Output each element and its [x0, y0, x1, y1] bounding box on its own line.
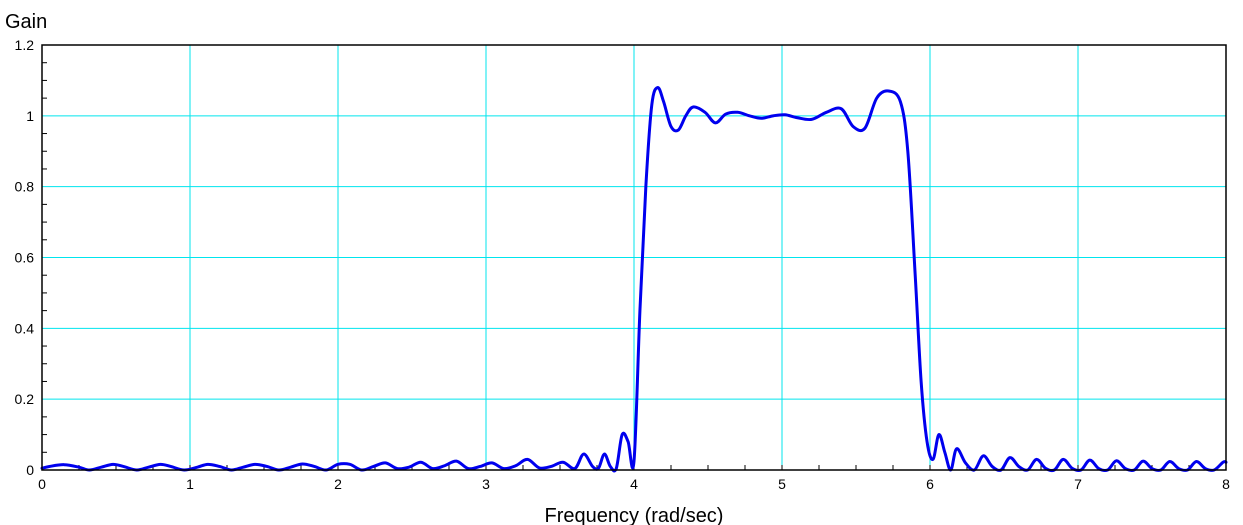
x-tick-label: 6 — [926, 476, 934, 492]
y-tick-label: 1 — [26, 108, 34, 124]
y-tick-label: 0.2 — [15, 391, 35, 407]
x-axis-label: Frequency (rad/sec) — [545, 505, 724, 525]
y-tick-label: 0.6 — [15, 250, 35, 266]
x-tick-label: 8 — [1222, 476, 1230, 492]
x-tick-label: 4 — [630, 476, 638, 492]
y-tick-label: 0 — [26, 462, 34, 478]
y-tick-label: 1.2 — [15, 37, 35, 53]
y-tick-label: 0.8 — [15, 179, 35, 195]
y-tick-labels: 0 0.2 0.4 0.6 0.8 1 1.2 — [15, 37, 35, 478]
y-tick-label: 0.4 — [15, 320, 35, 336]
x-tick-label: 7 — [1074, 476, 1082, 492]
grid — [42, 45, 1226, 470]
x-tick-label: 0 — [38, 476, 46, 492]
x-tick-label: 5 — [778, 476, 786, 492]
x-tick-label: 1 — [186, 476, 194, 492]
x-tick-label: 3 — [482, 476, 490, 492]
plot-frame — [41, 44, 1227, 471]
y-axis-label: Gain — [5, 11, 47, 33]
x-tick-labels: 0 1 2 3 4 5 6 7 8 — [38, 476, 1230, 492]
x-tick-label: 2 — [334, 476, 342, 492]
